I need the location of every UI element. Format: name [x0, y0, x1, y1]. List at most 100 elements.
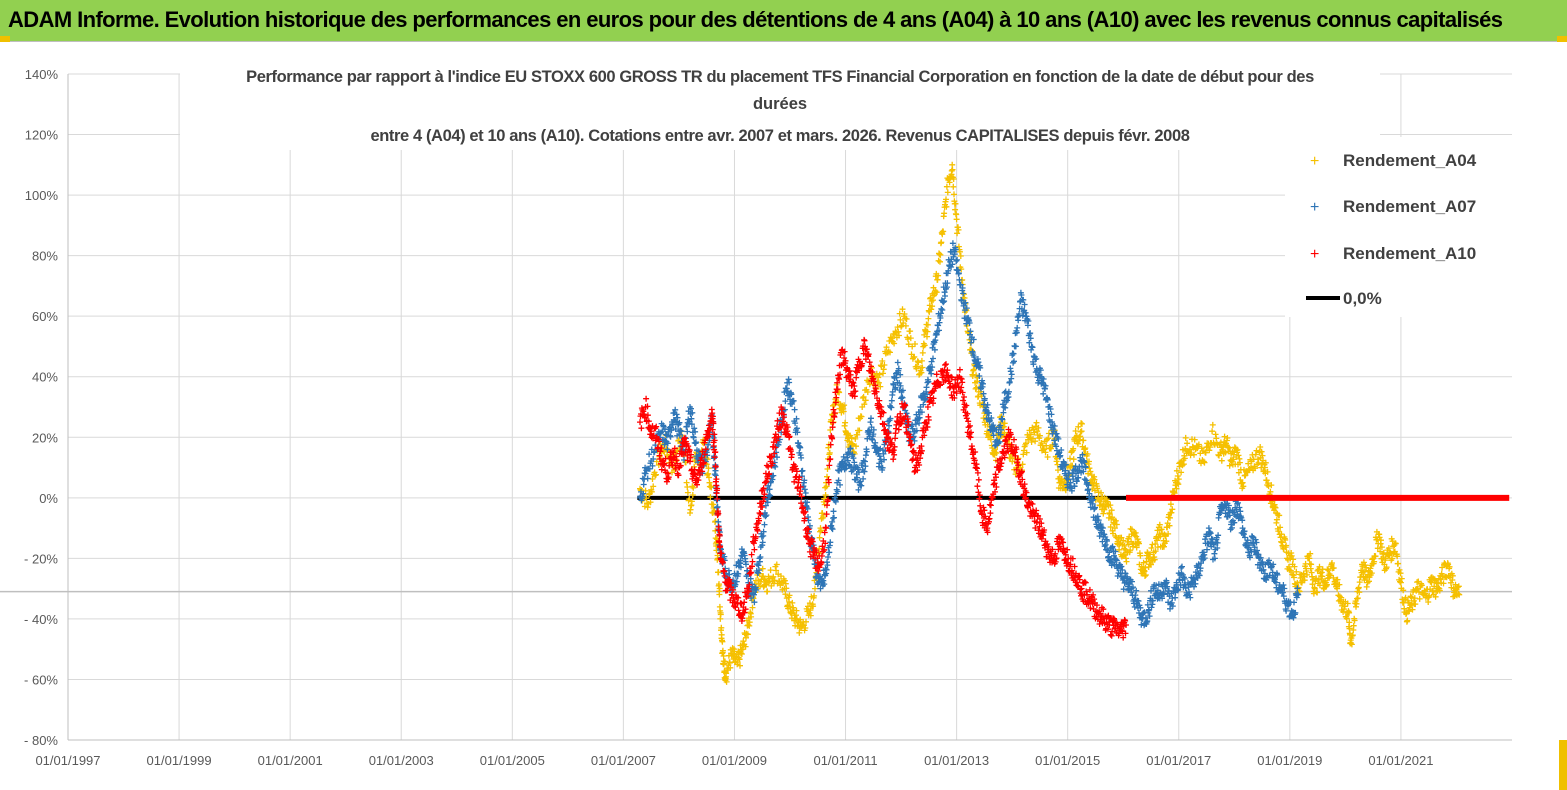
data-point [684, 489, 691, 496]
data-point [858, 482, 865, 489]
data-point [876, 371, 883, 378]
data-point [1316, 563, 1323, 570]
data-point [1175, 481, 1182, 488]
data-point [1293, 568, 1300, 575]
data-point [1400, 599, 1407, 606]
corner-marker-top-left [0, 36, 10, 42]
data-point [1252, 465, 1259, 472]
data-point [761, 521, 768, 528]
data-point [840, 408, 847, 415]
data-point [1371, 558, 1378, 565]
data-point [942, 293, 948, 299]
data-point [810, 603, 817, 610]
data-point [823, 566, 830, 573]
data-point [1136, 540, 1142, 547]
data-point [963, 305, 970, 312]
data-point [794, 429, 801, 436]
data-point [1019, 461, 1026, 468]
data-point [657, 429, 664, 436]
data-point [1276, 512, 1283, 519]
data-point [1036, 432, 1043, 439]
data-point [1246, 465, 1253, 472]
data-point [688, 415, 695, 422]
data-point [925, 315, 932, 322]
data-point [1074, 440, 1081, 447]
data-point [1121, 542, 1128, 549]
data-point [760, 573, 767, 580]
data-point [688, 498, 695, 505]
data-point [1001, 420, 1008, 427]
data-point [1142, 564, 1149, 571]
legend-label-zero-line: 0,0% [1343, 289, 1382, 308]
data-point [825, 554, 831, 560]
data-point [980, 390, 987, 397]
data-point [881, 362, 888, 368]
data-point [766, 486, 773, 493]
data-point [683, 479, 690, 486]
data-point [1361, 568, 1368, 575]
data-point [1336, 581, 1343, 588]
data-point [858, 413, 865, 420]
data-point [876, 453, 883, 460]
data-point [748, 613, 755, 620]
data-point [1395, 560, 1402, 567]
data-point [896, 332, 902, 339]
data-point [1397, 570, 1404, 577]
data-point [732, 581, 739, 588]
data-point [822, 566, 829, 572]
data-point [953, 211, 960, 218]
data-point [970, 336, 977, 343]
data-point [1224, 435, 1231, 441]
data-point [1043, 442, 1050, 449]
data-point [751, 599, 758, 606]
data-point [1264, 468, 1271, 475]
data-point [797, 444, 804, 451]
data-point [1079, 420, 1085, 427]
data-point [948, 264, 955, 270]
data-point [755, 577, 762, 584]
data-point [986, 410, 992, 417]
data-point [640, 481, 647, 488]
data-point [1288, 552, 1295, 559]
data-point [1207, 444, 1213, 451]
data-point [1378, 544, 1385, 551]
data-point [837, 481, 843, 488]
data-point [1191, 451, 1197, 458]
data-point [861, 401, 868, 408]
x-tick-label: 01/01/2019 [1257, 753, 1322, 768]
data-point [831, 514, 837, 521]
data-point [706, 474, 712, 481]
data-point [1397, 578, 1403, 585]
data-point [824, 562, 831, 569]
data-point [705, 470, 712, 477]
data-point [1408, 602, 1415, 609]
data-point [719, 638, 726, 645]
data-point [855, 486, 862, 493]
y-tick-label: 60% [32, 309, 58, 324]
data-point [1382, 555, 1389, 562]
data-point [887, 349, 893, 356]
data-point [717, 611, 724, 618]
data-point [786, 598, 793, 605]
data-point [1091, 476, 1098, 483]
data-point [958, 266, 965, 273]
data-point [984, 428, 991, 435]
data-point [821, 581, 828, 588]
data-point [862, 463, 869, 470]
data-point [770, 472, 777, 479]
data-point [816, 534, 823, 541]
data-point [801, 486, 808, 493]
data-point [1154, 527, 1161, 534]
data-point [856, 427, 863, 434]
data-point [911, 428, 917, 435]
data-point [1175, 476, 1182, 483]
data-point [760, 528, 767, 535]
data-point [829, 518, 836, 525]
data-point [822, 492, 829, 498]
data-point [851, 459, 858, 466]
data-point [1323, 581, 1330, 588]
data-point [832, 498, 839, 505]
y-tick-label: - 80% [24, 733, 58, 748]
data-point [844, 457, 851, 464]
data-point [669, 421, 676, 428]
